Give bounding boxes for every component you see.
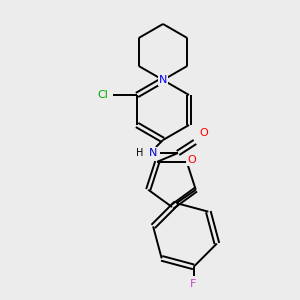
Text: O: O [187, 155, 196, 165]
Text: Cl: Cl [98, 90, 109, 100]
Text: F: F [190, 279, 197, 289]
Text: N: N [159, 75, 167, 85]
Text: H: H [136, 148, 144, 158]
Text: O: O [200, 128, 208, 138]
Text: N: N [149, 148, 157, 158]
